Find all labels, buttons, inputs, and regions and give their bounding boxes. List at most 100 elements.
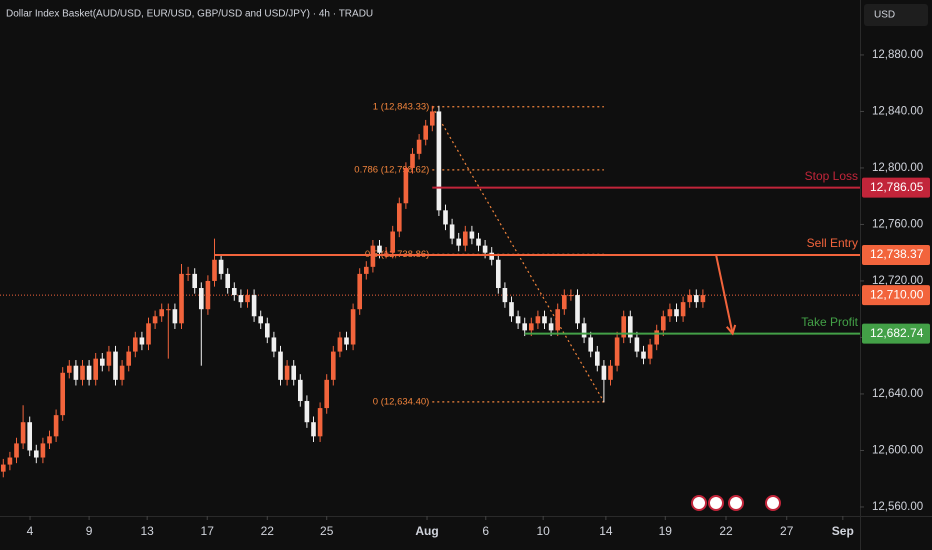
candle-body: [542, 316, 547, 324]
fib-label: 0 (12,634.40): [373, 396, 430, 407]
candle-body: [80, 365, 85, 380]
candle-body: [126, 351, 132, 366]
x-tick-label: 14: [599, 524, 613, 538]
candle-body: [680, 302, 686, 317]
candle-body: [502, 288, 508, 303]
candle-body: [568, 295, 574, 297]
candle-body: [99, 358, 105, 366]
candle-body: [198, 288, 204, 310]
level-price-box: [862, 323, 930, 344]
candle-body: [667, 309, 673, 317]
candle-body: [238, 295, 244, 303]
x-tick-label: 22: [719, 524, 733, 538]
candle-body: [324, 379, 330, 409]
candle-body: [231, 288, 237, 296]
candle-body: [0, 464, 6, 472]
candle-body: [535, 316, 541, 324]
candle-body: [172, 309, 178, 324]
currency: USD: [874, 10, 895, 21]
candle-body: [264, 323, 270, 338]
candle-body: [462, 231, 468, 246]
candle-body: [614, 337, 620, 366]
candle-body: [291, 365, 297, 380]
currency-box[interactable]: [864, 4, 928, 26]
event-icon[interactable]: [708, 495, 724, 511]
candle-body: [212, 259, 217, 281]
x-tick-label: 22: [261, 524, 275, 538]
candle-body: [139, 337, 145, 345]
chart-title: Dollar Index Basket(AUD/USD, EUR/USD, GB…: [6, 9, 373, 20]
y-tick-label: 12,800.00: [872, 162, 923, 174]
candle-body: [258, 316, 264, 324]
candle-body: [390, 231, 396, 253]
x-tick-label: Aug: [415, 524, 438, 538]
candle-body: [7, 457, 13, 465]
candle-body: [363, 266, 369, 274]
candle-body: [594, 351, 600, 366]
candle-body: [119, 365, 125, 380]
candle-body: [218, 259, 224, 274]
level-name: Sell Entry: [807, 236, 858, 250]
x-tick-label: 25: [320, 524, 334, 538]
candle-body: [66, 365, 72, 373]
candle-body: [370, 245, 376, 267]
level-price: 12,738.37: [870, 247, 924, 261]
y-tick-label: 12,840.00: [872, 105, 923, 117]
x-tick-label: 27: [780, 524, 794, 538]
candle-body: [278, 351, 283, 380]
candle-body: [693, 295, 699, 303]
candle-body: [53, 415, 59, 437]
candle-body: [396, 203, 402, 232]
candle-body: [588, 337, 594, 352]
candle-body: [106, 351, 112, 366]
event-icon[interactable]: [691, 495, 707, 511]
candle-body: [476, 238, 481, 246]
candle-body: [20, 422, 26, 444]
y-tick-label: 12,640.00: [872, 388, 923, 400]
x-tick-label: 10: [537, 524, 551, 538]
candle-body: [469, 231, 475, 239]
candle-body: [14, 443, 19, 458]
event-icon[interactable]: [728, 495, 744, 511]
last-price-box: [862, 285, 930, 306]
x-tick-label: Sep: [832, 524, 854, 538]
candle-body: [311, 422, 316, 437]
x-tick-label: 9: [86, 524, 93, 538]
candle-body: [575, 295, 580, 324]
candle-body: [528, 323, 534, 331]
candle-body: [245, 295, 250, 303]
candle-body: [165, 309, 171, 311]
candle-body: [581, 323, 587, 338]
candle-body: [674, 309, 679, 317]
candle-body: [271, 337, 277, 352]
candle-body: [357, 273, 363, 310]
candle-body: [192, 273, 198, 289]
event-icon[interactable]: [765, 495, 781, 511]
candle-body: [146, 323, 151, 345]
candle-body: [93, 358, 99, 380]
candle-body: [383, 252, 389, 254]
candle-body: [317, 408, 323, 437]
candle-body: [40, 443, 46, 458]
candle-body: [429, 111, 435, 126]
y-tick-label: 12,760.00: [872, 218, 923, 230]
x-tick-label: 13: [141, 524, 155, 538]
y-tick-label: 12,560.00: [872, 501, 923, 513]
candle-body: [522, 323, 528, 331]
candle-body: [337, 337, 343, 352]
candle-body: [330, 351, 336, 380]
level-price: 12,786.05: [870, 180, 924, 194]
x-tick-label: 4: [27, 524, 34, 538]
fib-label: 1 (12,843.33): [373, 101, 430, 112]
candle-body: [377, 245, 382, 253]
candle-body: [205, 280, 211, 310]
candle-body: [489, 252, 495, 260]
level-price-box: [862, 245, 930, 266]
y-tick-label: 12,600.00: [872, 444, 923, 456]
level-name: Stop Loss: [805, 169, 858, 183]
candle-body: [33, 450, 39, 458]
candle-body: [410, 153, 415, 168]
candle-body: [449, 224, 455, 239]
